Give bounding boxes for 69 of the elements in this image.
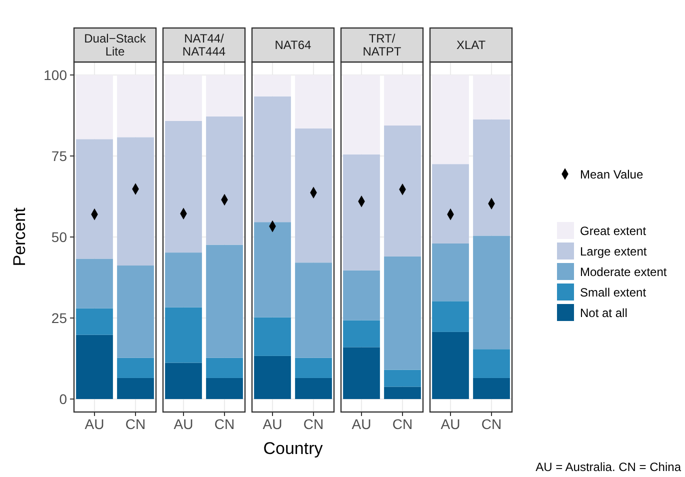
x-tick-label: AU bbox=[174, 416, 194, 432]
x-tick-label: CN bbox=[481, 416, 502, 432]
bar bbox=[76, 334, 113, 400]
legend-label: Large extent bbox=[580, 244, 648, 258]
bar bbox=[117, 378, 154, 400]
bar bbox=[206, 116, 243, 245]
bar bbox=[295, 128, 332, 263]
bar bbox=[165, 252, 202, 308]
legend-label: Great extent bbox=[580, 224, 647, 238]
bar bbox=[343, 154, 380, 270]
bar bbox=[473, 349, 510, 378]
bar bbox=[206, 378, 243, 400]
legend-label: Moderate extent bbox=[580, 265, 668, 279]
bar bbox=[254, 317, 291, 356]
x-tick-label: CN bbox=[214, 416, 235, 432]
bar bbox=[165, 120, 202, 253]
bar bbox=[432, 301, 469, 332]
bar bbox=[473, 378, 510, 400]
legend-label: Mean Value bbox=[580, 168, 644, 182]
bar bbox=[343, 320, 380, 348]
chart-title: NAT64 bbox=[274, 38, 312, 52]
bar bbox=[165, 307, 202, 363]
x-tick-label: CN bbox=[125, 416, 146, 432]
bar bbox=[432, 332, 469, 400]
chart-title: TRT/ NATPT bbox=[362, 32, 402, 58]
chart-title: Dual−Stack Lite bbox=[84, 32, 147, 58]
bar bbox=[295, 262, 332, 358]
y-tick-label: 50 bbox=[51, 229, 68, 245]
bar bbox=[76, 139, 113, 259]
bar bbox=[384, 256, 421, 370]
x-tick-label: AU bbox=[84, 416, 104, 432]
bar bbox=[384, 386, 421, 400]
x-tick-label: AU bbox=[262, 416, 282, 432]
chart-title: NAT44/ NAT444 bbox=[182, 32, 226, 58]
bar bbox=[473, 236, 510, 350]
bar bbox=[432, 164, 469, 244]
bar bbox=[206, 244, 243, 358]
x-tick-label: AU bbox=[352, 416, 372, 432]
legend-label: Small extent bbox=[580, 286, 647, 300]
y-tick-label: 75 bbox=[51, 148, 68, 164]
bar bbox=[206, 358, 243, 378]
y-tick-label: 100 bbox=[44, 66, 68, 83]
x-tick-label: AU bbox=[440, 416, 460, 432]
x-tick-label: CN bbox=[303, 416, 324, 432]
bar bbox=[343, 270, 380, 320]
bar bbox=[165, 362, 202, 400]
bar bbox=[384, 126, 421, 256]
y-axis-title: Percent bbox=[10, 207, 29, 266]
x-tick-label: CN bbox=[392, 416, 413, 432]
legend-label: Not at all bbox=[580, 306, 628, 320]
bar bbox=[76, 308, 113, 335]
bar bbox=[295, 378, 332, 400]
bar bbox=[117, 266, 154, 358]
bar bbox=[384, 370, 421, 387]
bar bbox=[473, 119, 510, 236]
bar bbox=[117, 358, 154, 378]
x-axis-title: Country bbox=[263, 439, 324, 458]
bar bbox=[254, 356, 291, 400]
bar bbox=[432, 243, 469, 302]
y-tick-label: 0 bbox=[59, 391, 68, 408]
bar bbox=[117, 137, 154, 266]
bar bbox=[76, 258, 113, 308]
text: AU = Australia. CN = China bbox=[536, 460, 682, 474]
bar bbox=[254, 96, 291, 222]
bar bbox=[343, 347, 380, 400]
bar bbox=[254, 222, 291, 318]
bar bbox=[295, 358, 332, 378]
chart-title: XLAT bbox=[456, 38, 486, 52]
y-tick-label: 25 bbox=[51, 310, 68, 326]
